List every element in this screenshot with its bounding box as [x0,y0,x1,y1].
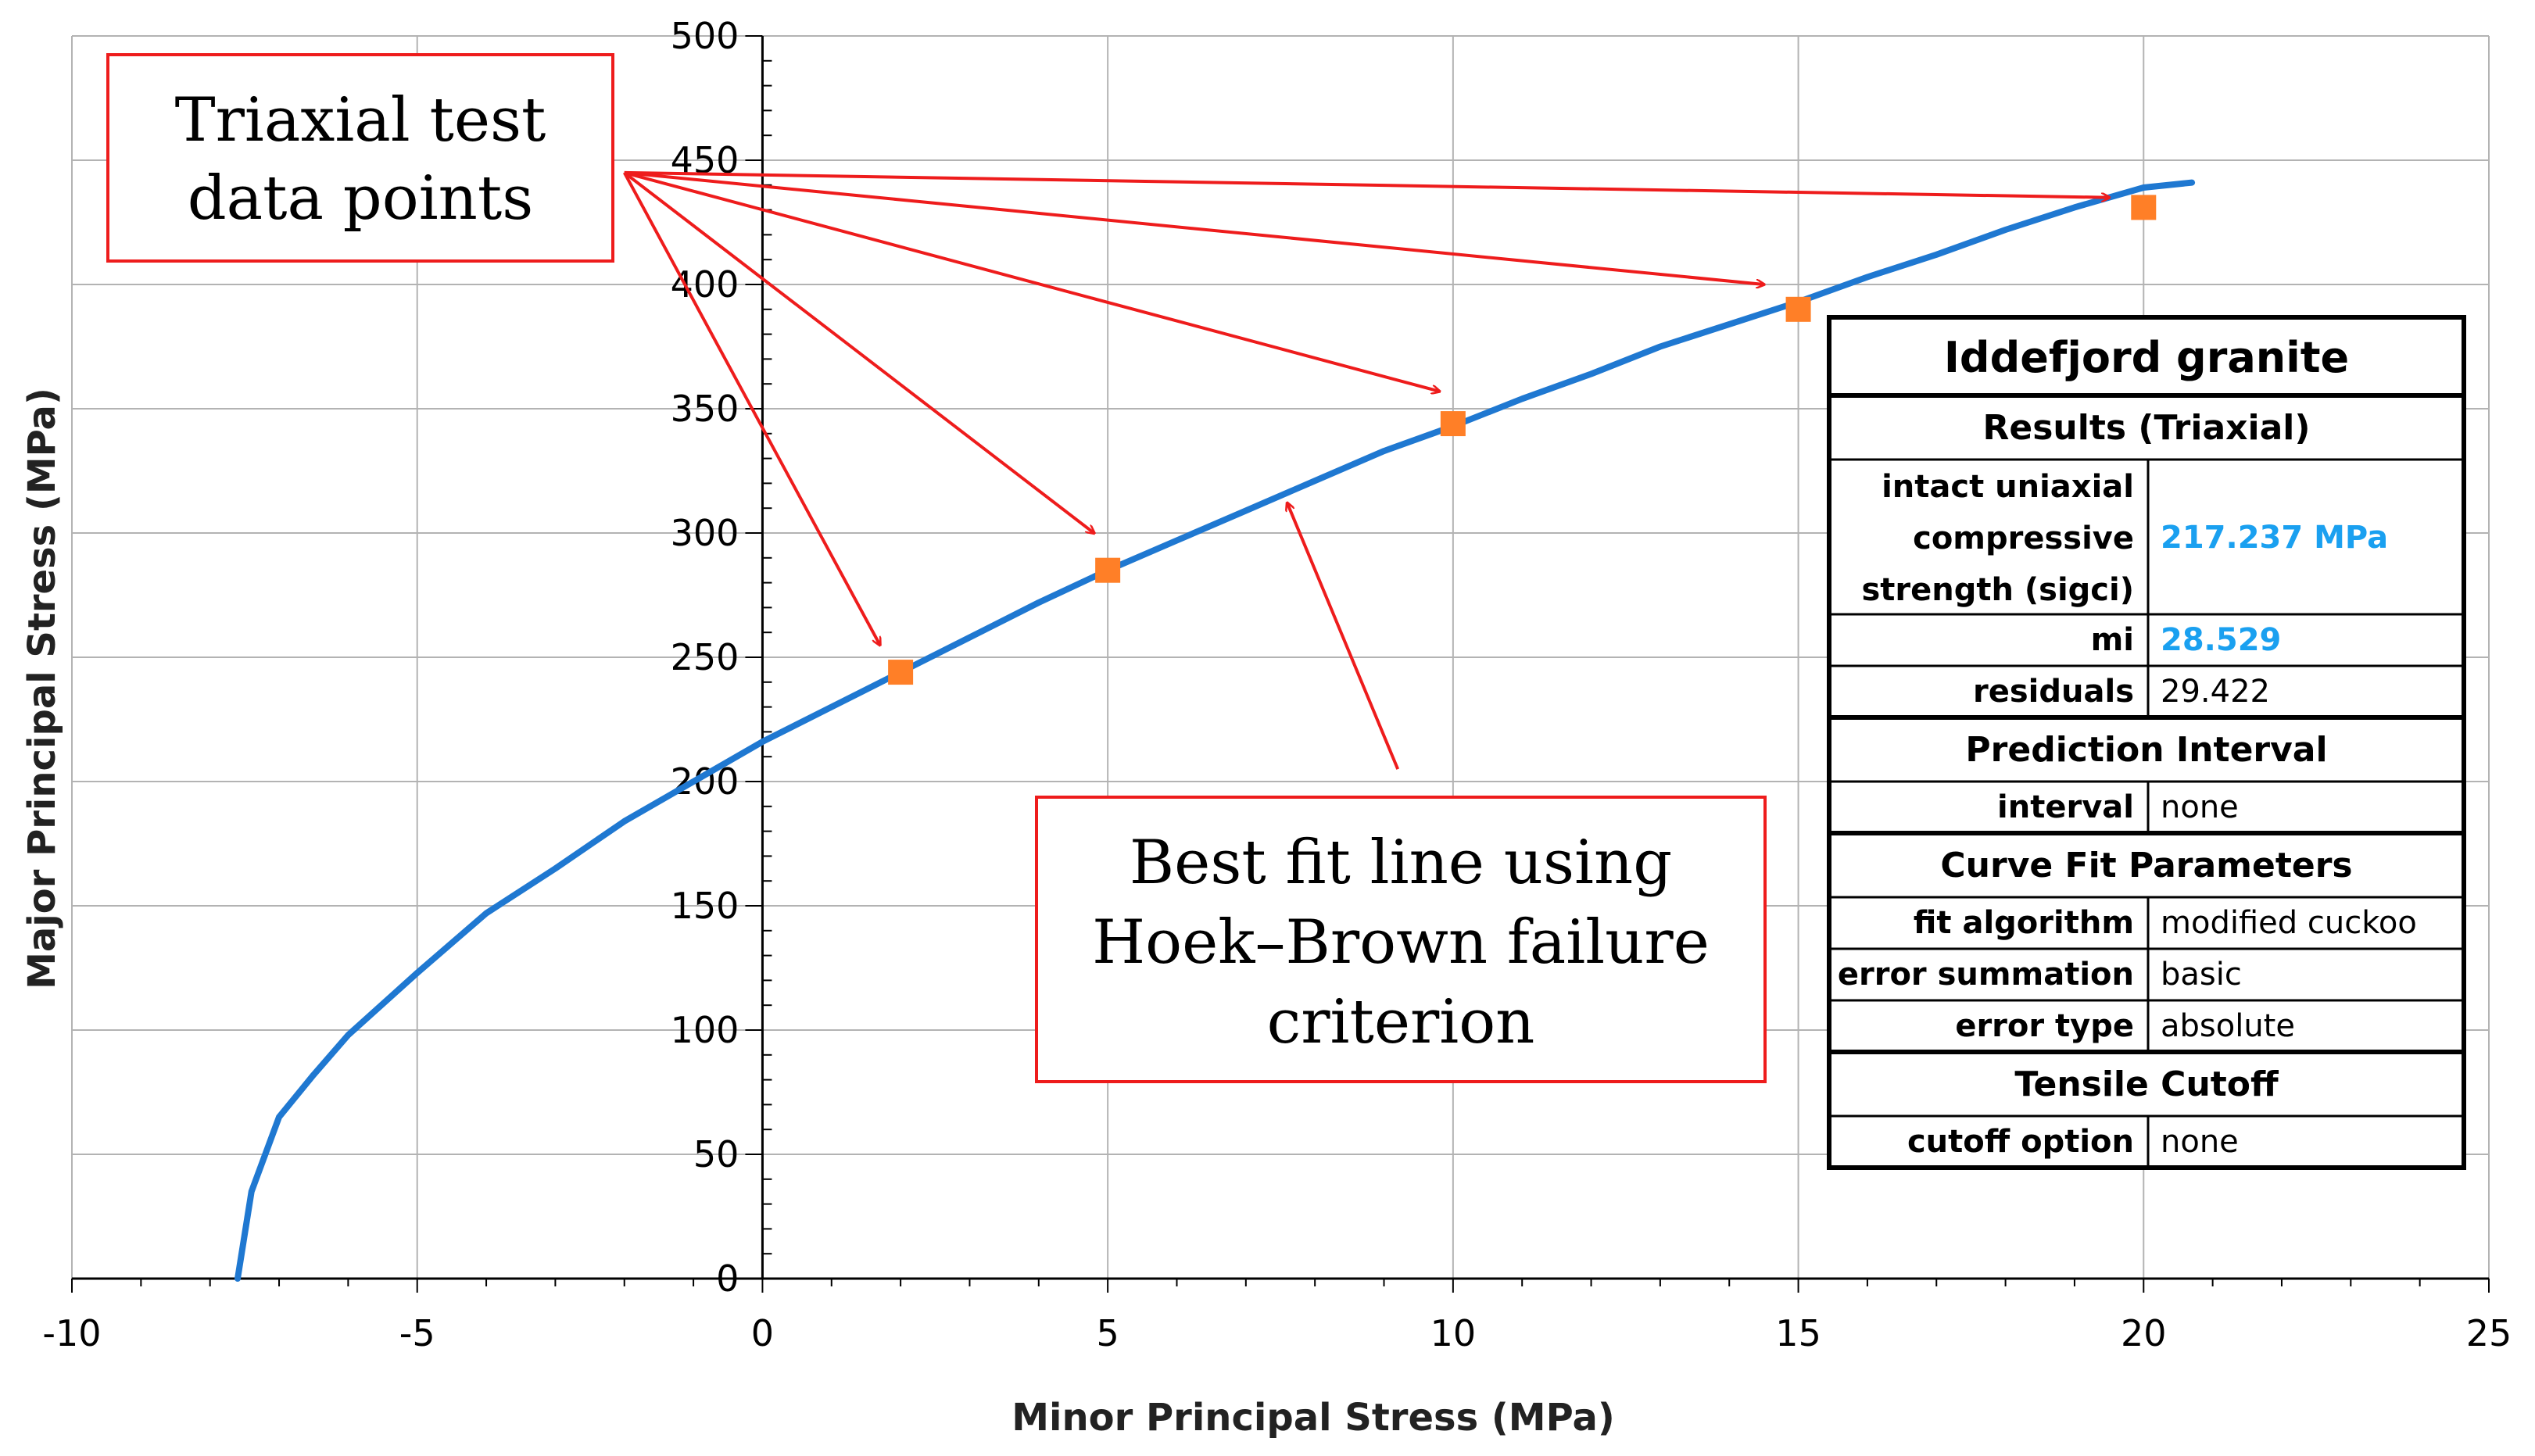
row-label: mi [2091,622,2134,658]
data-point-marker [1785,296,1811,322]
row-label: intact uniaxial [1882,469,2134,505]
x-tick-label: 5 [1097,1312,1119,1354]
row-label: compressive [1913,521,2134,556]
annotation-arrow [624,170,2109,198]
annotation-text: criterion [1267,987,1535,1057]
row-label: error summation [1838,957,2134,993]
y-tick-label: 0 [716,1257,739,1300]
hoek-brown-fit-line [235,179,2196,1282]
x-tick-label: 20 [2121,1312,2167,1354]
row-value: modified cuckoo [2161,905,2417,941]
section-header: Results (Triaxial) [1983,408,2311,448]
tick-labels: -10 -5 0 5 10 15 20 250501001502002503003504004… [42,15,2512,1354]
row-value: absolute [2161,1008,2295,1044]
annotation-arrow [624,170,1439,392]
annotation-arrow [1287,503,1400,770]
row-value: 28.529 [2161,622,2281,658]
row-label: strength (sigci) [1861,572,2134,608]
results-table: Iddefjord granite Results (Triaxial) intac… [1827,315,2466,1170]
row-value: basic [2161,957,2242,993]
y-tick-label: 400 [671,263,739,306]
annotation-text: data points [188,163,534,234]
annotation-box [1035,796,1767,1083]
x-tick-label: 25 [2466,1312,2512,1354]
x-tick-label: 0 [751,1312,774,1354]
annotation-text: Triaxial test [175,85,546,156]
row-label: cutoff option [1907,1124,2134,1160]
y-axis-label: Major Principal Stress (MPa) [20,388,64,989]
y-tick-label: 300 [671,512,739,554]
series [235,179,2196,1282]
row-value: none [2161,1124,2239,1160]
section-header: Curve Fit Parameters [1940,846,2352,885]
annotation-fit: Best fit line using Hoek–Brown failure cri… [1035,503,1767,1083]
y-tick-label: 150 [671,885,739,927]
row-label: residuals [1973,674,2134,710]
annotation-text: Best fit line using [1130,828,1672,898]
y-tick-label: 350 [671,388,739,430]
y-tick-label: 200 [671,760,739,803]
data-point-marker [1095,557,1121,583]
x-tick-label: -10 [42,1312,101,1354]
table-title: Iddefjord granite [1944,333,2349,382]
annotation-arrow [624,170,1764,284]
annotation-text: Hoek–Brown failure [1092,907,1710,978]
row-value: 29.422 [2161,674,2270,710]
x-tick-label: 10 [1430,1312,1477,1354]
section-header: Tensile Cutoff [2014,1064,2279,1104]
x-axis-label: Minor Principal Stress (MPa) [1011,1396,1615,1440]
row-value: 217.237 MPa [2161,520,2388,556]
axes [71,35,2490,1293]
x-tick-label: -5 [399,1312,435,1354]
data-point-marker [888,660,914,685]
row-value: none [2161,789,2239,825]
data-point-marker [2131,195,2157,220]
y-tick-label: 50 [693,1133,739,1175]
y-tick-label: 100 [671,1009,739,1051]
x-tick-label: 15 [1775,1312,1821,1354]
annotation-arrow [622,171,880,645]
annotation-box [106,53,614,263]
section-header: Prediction Interval [1965,730,2327,770]
y-tick-label: 250 [671,636,739,678]
row-label: fit algorithm [1914,905,2134,941]
table-border [1827,315,2466,1170]
annotation-arrow [623,171,1094,533]
y-tick-label: 500 [671,15,739,57]
row-label: error type [1955,1008,2134,1044]
data-point-marker [1440,411,1466,437]
row-label: interval [1997,789,2134,825]
